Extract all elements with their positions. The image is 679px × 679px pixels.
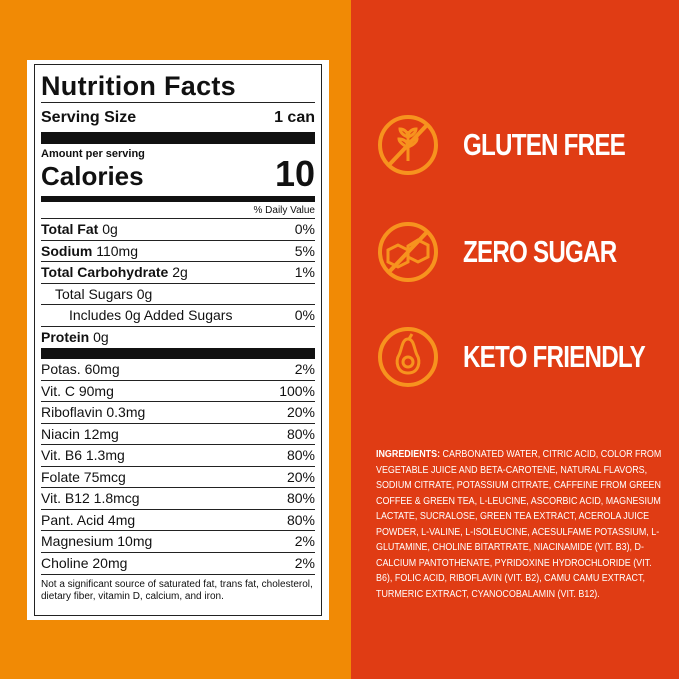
nutrient-row: Total Fat 0g 0% xyxy=(41,219,315,241)
claim-text: GLUTEN FREE xyxy=(463,127,626,162)
vitamin-dv: 80% xyxy=(286,511,315,528)
vitamin-dv: 2% xyxy=(294,361,315,377)
vitamin-name: Vit. B12 1.8mcg xyxy=(41,490,140,506)
nutrient-name: Total Sugars 0g xyxy=(55,285,153,302)
vitamin-row: Folate 75mcg 20% xyxy=(41,467,315,488)
vitamin-dv: 20% xyxy=(286,468,315,485)
footnote: Not a significant source of saturated fa… xyxy=(41,574,315,603)
vitamin-row: Choline 20mg 2% xyxy=(41,553,315,575)
vitamin-name: Choline 20mg xyxy=(41,554,128,571)
vitamin-row: Vit. C 90mg 100% xyxy=(41,381,315,402)
vitamin-name: Pant. Acid 4mg xyxy=(41,511,136,528)
nutrient-name: Protein 0g xyxy=(41,328,109,345)
serving-label: Serving Size xyxy=(41,109,137,126)
claim-zero-sugar: ZERO SUGAR xyxy=(376,220,660,284)
vitamin-row: Pant. Acid 4mg 80% xyxy=(41,510,315,531)
claim-text: ZERO SUGAR xyxy=(463,234,617,269)
no-gluten-wheat-icon xyxy=(378,115,438,175)
nutrient-row: Protein 0g xyxy=(41,327,315,349)
vitamin-name: Riboflavin 0.3mg xyxy=(41,404,146,420)
nutrient-name: Total Carbohydrate 2g xyxy=(41,264,188,280)
ingredients-list: INGREDIENTS: CARBONATED WATER, CITRIC AC… xyxy=(376,447,667,602)
divider-thick xyxy=(41,132,315,144)
nutrient-dv: 1% xyxy=(294,264,315,280)
divider-medium xyxy=(41,196,315,202)
calories-row: Calories 10 xyxy=(41,156,315,192)
nutrient-name: Total Fat 0g xyxy=(41,221,118,237)
vitamin-dv: 2% xyxy=(294,554,315,571)
nutrient-dv: 0% xyxy=(294,221,315,237)
vitamin-dv: 80% xyxy=(286,490,315,506)
nutrient-dv: 0% xyxy=(294,307,315,323)
vitamin-row: Magnesium 10mg 2% xyxy=(41,531,315,553)
claim-text: KETO FRIENDLY xyxy=(463,339,646,374)
nutrient-name: Includes 0g Added Sugars xyxy=(69,307,233,323)
vitamin-dv: 100% xyxy=(279,382,315,399)
vitamin-name: Potas. 60mg xyxy=(41,361,120,377)
vitamin-name: Folate 75mcg xyxy=(41,468,126,485)
claim-gluten-free: GLUTEN FREE xyxy=(376,113,671,177)
calories-label: Calories xyxy=(41,161,144,191)
vitamin-dv: 2% xyxy=(294,533,315,549)
nutrient-name: Sodium 110mg xyxy=(41,242,139,259)
no-sugar-cubes-icon xyxy=(378,222,438,282)
vitamin-row: Potas. 60mg 2% xyxy=(41,359,315,381)
vitamin-dv: 80% xyxy=(286,447,315,463)
amount-per-serving: Amount per serving xyxy=(41,148,145,160)
vitamin-name: Niacin 12mg xyxy=(41,425,119,442)
vitamin-row: Niacin 12mg 80% xyxy=(41,424,315,445)
serving-value: 1 can xyxy=(274,109,315,126)
nutrition-facts-label: Nutrition Facts Serving Size 1 can Amoun… xyxy=(27,60,329,620)
vitamin-row: Vit. B12 1.8mcg 80% xyxy=(41,488,315,510)
vitamin-row: Vit. B6 1.3mg 80% xyxy=(41,445,315,467)
vitamin-row: Riboflavin 0.3mg 20% xyxy=(41,402,315,424)
daily-value-header: % Daily Value xyxy=(41,202,315,219)
nutrition-title: Nutrition Facts xyxy=(41,65,315,103)
nutrient-row: Includes 0g Added Sugars 0% xyxy=(41,305,315,327)
vitamin-name: Magnesium 10mg xyxy=(41,533,153,549)
ingredients-text: CARBONATED WATER, CITRIC ACID, COLOR FRO… xyxy=(376,449,662,600)
claim-keto-friendly: KETO FRIENDLY xyxy=(376,325,679,389)
vitamin-dv: 20% xyxy=(286,404,315,420)
nutrient-row: Sodium 110mg 5% xyxy=(41,241,315,262)
nutrient-row: Total Sugars 0g xyxy=(41,284,315,305)
nutrient-row: Total Carbohydrate 2g 1% xyxy=(41,262,315,284)
nutrient-dv: 5% xyxy=(294,242,315,259)
divider-thick xyxy=(41,348,315,359)
vitamin-name: Vit. C 90mg xyxy=(41,382,114,399)
vitamin-dv: 80% xyxy=(286,425,315,442)
avocado-icon xyxy=(378,327,438,387)
serving-size-row: Serving Size 1 can xyxy=(41,103,315,132)
vitamin-name: Vit. B6 1.3mg xyxy=(41,447,125,463)
ingredients-label: INGREDIENTS: xyxy=(376,449,441,460)
calories-value: 10 xyxy=(274,153,315,194)
